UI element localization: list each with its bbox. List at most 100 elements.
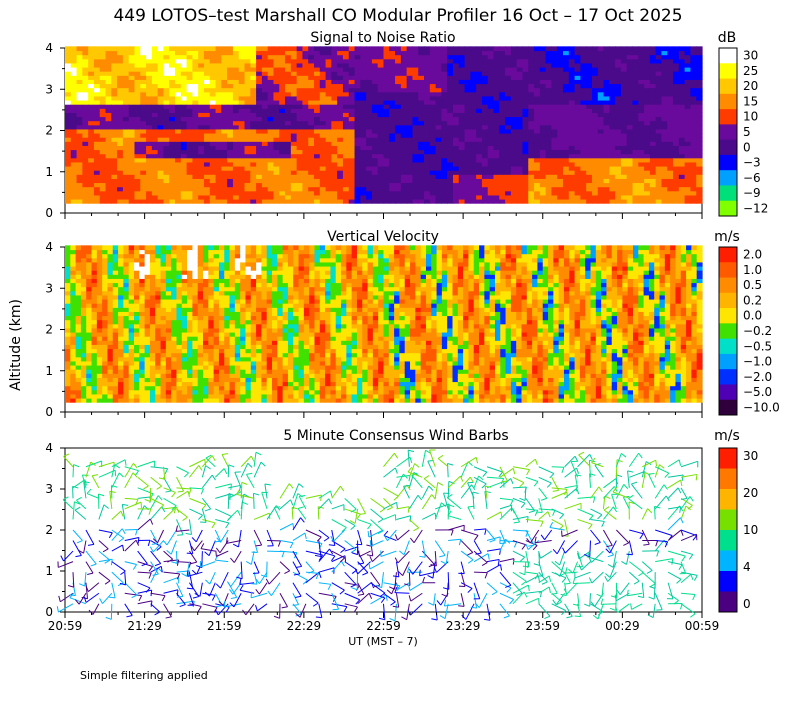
- snr-cell: [331, 112, 337, 117]
- vv-cell: [139, 295, 145, 300]
- snr-cell: [384, 92, 390, 97]
- snr-cell: [279, 92, 285, 97]
- snr-cell: [598, 133, 604, 138]
- snr-cell: [488, 162, 494, 167]
- snr-cell: [134, 174, 140, 179]
- vv-cell: [150, 340, 156, 345]
- snr-cell: [488, 141, 494, 146]
- snr-cell: [331, 75, 337, 80]
- snr-cell: [256, 145, 262, 150]
- snr-cell: [389, 129, 395, 134]
- snr-cell: [187, 154, 193, 159]
- vv-cell: [155, 245, 161, 250]
- snr-cell: [499, 59, 505, 64]
- snr-cell: [517, 125, 523, 130]
- snr-cell: [586, 55, 592, 60]
- snr-cell: [638, 88, 644, 93]
- snr-cell: [407, 63, 413, 68]
- vv-cell: [92, 340, 98, 345]
- snr-cell: [528, 92, 534, 97]
- snr-cell: [326, 88, 332, 93]
- snr-cell: [360, 75, 366, 80]
- snr-cell: [65, 59, 71, 64]
- snr-cell: [401, 141, 407, 146]
- snr-cell: [204, 133, 210, 138]
- snr-cell: [360, 112, 366, 117]
- snr-cell: [453, 162, 459, 167]
- vv-cell: [129, 307, 135, 312]
- snr-cell: [245, 182, 251, 187]
- vv-cell: [134, 373, 140, 378]
- snr-cell: [598, 158, 604, 163]
- snr-cell: [343, 158, 349, 163]
- snr-cell: [679, 154, 685, 159]
- snr-cell: [546, 158, 552, 163]
- vv-cell: [129, 320, 135, 325]
- snr-cell: [216, 141, 222, 146]
- vv-cell: [107, 303, 113, 308]
- snr-cell: [192, 104, 198, 109]
- snr-cell: [604, 67, 610, 72]
- snr-cell: [604, 50, 610, 55]
- snr-cell: [395, 46, 401, 51]
- snr-cell: [204, 199, 210, 204]
- snr-cell: [592, 59, 598, 64]
- snr-cell: [349, 46, 355, 51]
- snr-cell: [436, 104, 442, 109]
- snr-cell: [158, 59, 164, 64]
- snr-cell: [453, 83, 459, 88]
- snr-cell: [494, 75, 500, 80]
- snr-cell: [592, 92, 598, 97]
- snr-cell: [389, 174, 395, 179]
- snr-cell: [465, 162, 471, 167]
- snr-cell: [71, 46, 77, 51]
- snr-cell: [123, 170, 129, 175]
- snr-cell: [233, 191, 239, 196]
- snr-cell: [528, 125, 534, 130]
- snr-cell: [134, 79, 140, 84]
- snr-cell: [71, 108, 77, 113]
- snr-cell: [291, 63, 297, 68]
- snr-cell: [221, 162, 227, 167]
- snr-cell: [586, 137, 592, 142]
- snr-cell: [111, 108, 117, 113]
- snr-cell: [656, 108, 662, 113]
- vv-cell: [107, 266, 113, 271]
- snr-cell: [679, 46, 685, 51]
- snr-cell: [569, 137, 575, 142]
- snr-cell: [268, 145, 274, 150]
- vv-cell: [102, 353, 108, 358]
- snr-cell: [100, 121, 106, 126]
- snr-cell: [580, 149, 586, 154]
- vv-cell: [102, 315, 108, 320]
- snr-cell: [233, 96, 239, 101]
- vv-cell: [92, 291, 98, 296]
- snr-cell: [650, 100, 656, 105]
- snr-cell: [696, 75, 702, 80]
- snr-cell: [430, 154, 436, 159]
- snr-cell: [175, 170, 181, 175]
- snr-cell: [470, 88, 476, 93]
- vv-cell: [102, 381, 108, 386]
- snr-cell: [268, 50, 274, 55]
- snr-cell: [152, 116, 158, 121]
- snr-cell: [337, 162, 343, 167]
- snr-cell: [685, 59, 691, 64]
- snr-cell: [349, 174, 355, 179]
- snr-cell: [175, 79, 181, 84]
- snr-cell: [586, 149, 592, 154]
- snr-cell: [123, 187, 129, 192]
- snr-cell: [656, 133, 662, 138]
- snr-cell: [82, 116, 88, 121]
- vv-cell: [97, 270, 103, 275]
- snr-cell: [661, 50, 667, 55]
- snr-cell: [77, 59, 83, 64]
- snr-cell: [557, 182, 563, 187]
- snr-cell: [372, 154, 378, 159]
- snr-cell: [100, 178, 106, 183]
- snr-cell: [528, 166, 534, 171]
- snr-cell: [320, 195, 326, 200]
- snr-cell: [163, 141, 169, 146]
- snr-cell: [158, 182, 164, 187]
- snr-cell: [117, 166, 123, 171]
